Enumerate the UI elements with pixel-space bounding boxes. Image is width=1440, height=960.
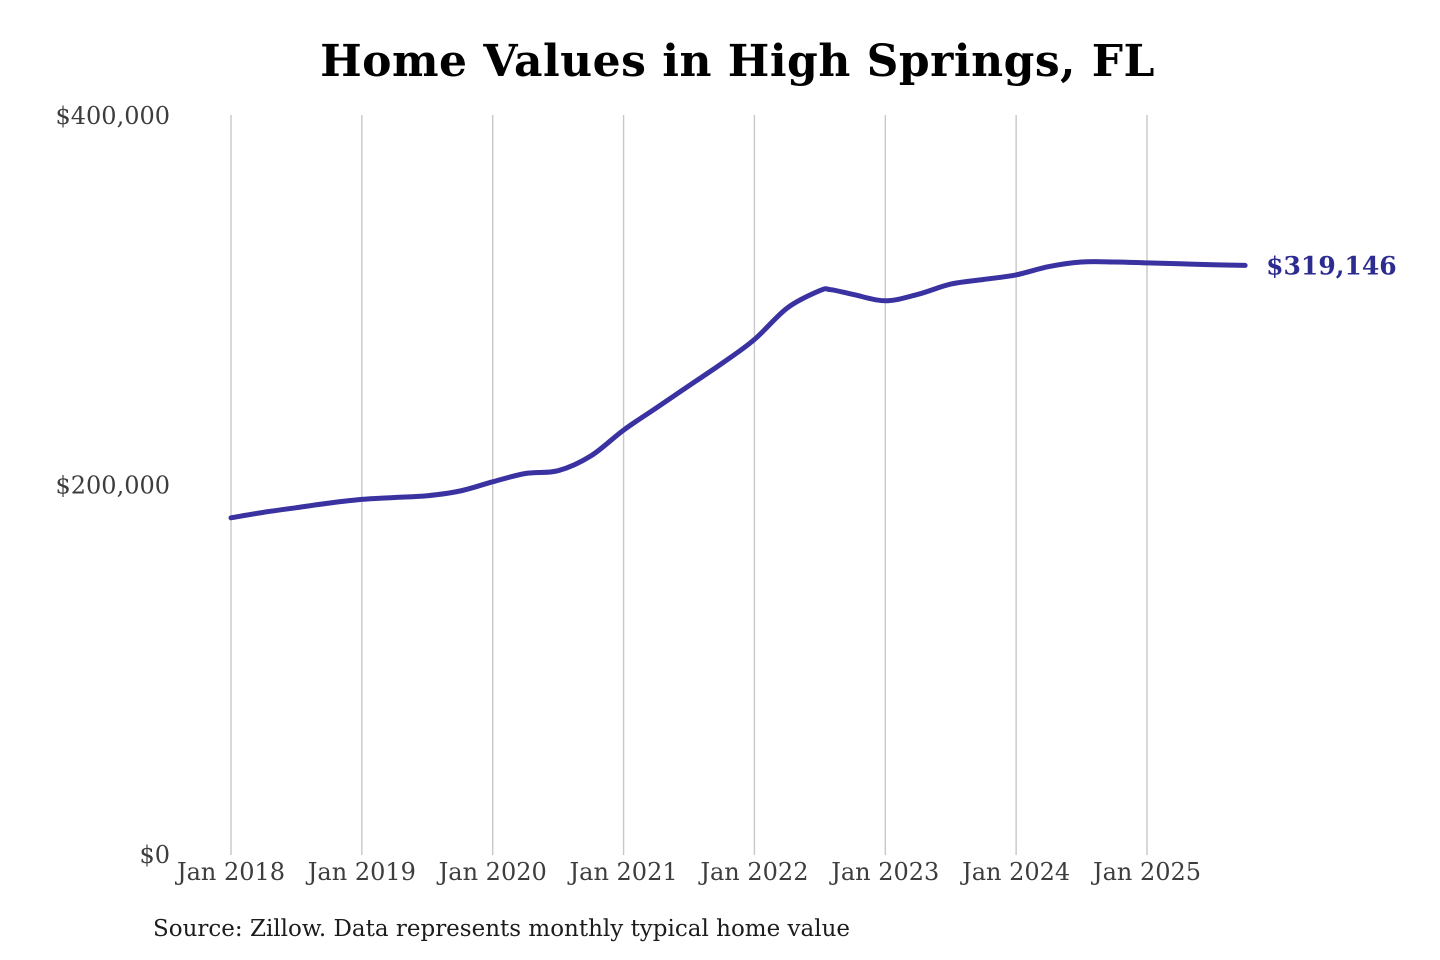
x-tick-label: Jan 2025 [1090,858,1201,886]
end-value-label: $319,146 [1266,251,1396,280]
x-tick-label: Jan 2019 [305,858,416,886]
chart-title: Home Values in High Springs, FL [320,36,1155,87]
x-tick-label: Jan 2021 [567,858,678,886]
y-tick-label: $0 [139,841,170,869]
x-tick-label: Jan 2020 [436,858,547,886]
y-tick-label: $400,000 [55,102,170,130]
home-value-line [228,259,1248,521]
y-axis-labels: $0 $200,000 $400,000 [55,102,170,869]
source-note: Source: Zillow. Data represents monthly … [153,916,851,942]
y-tick-label: $200,000 [55,472,170,500]
gridlines [230,115,1148,855]
x-tick-label: Jan 2022 [697,858,808,886]
x-axis-labels: Jan 2018 Jan 2019 Jan 2020 Jan 2021 Jan 2022… [174,858,1201,886]
x-tick-label: Jan 2018 [174,858,285,886]
x-tick-label: Jan 2023 [828,858,939,886]
x-tick-label: Jan 2024 [959,858,1070,886]
